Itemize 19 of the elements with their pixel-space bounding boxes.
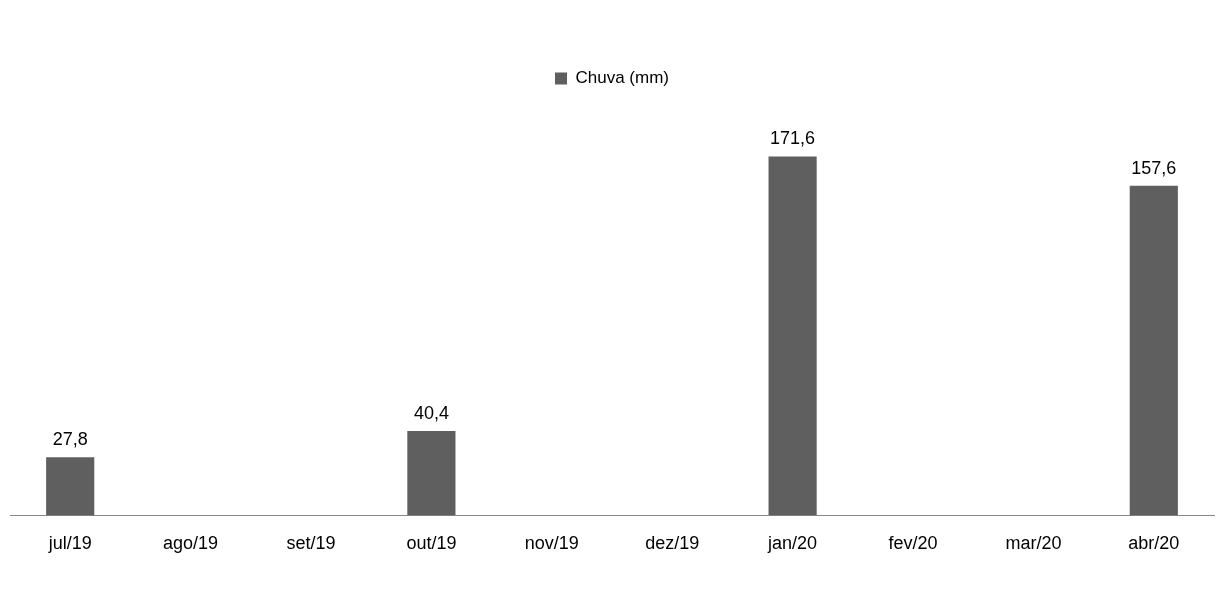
x-tick-label: mar/20 (1005, 533, 1062, 554)
legend-label: Chuva (mm) (575, 68, 670, 88)
x-tick-label: out/19 (406, 533, 457, 554)
x-tick-label: abr/20 (1128, 533, 1180, 554)
x-tick-label: jul/19 (47, 533, 92, 554)
data-label: 171,6 (770, 128, 816, 149)
data-label: 40,4 (413, 402, 449, 423)
bar (1129, 185, 1178, 516)
x-tick-label: fev/20 (888, 533, 938, 554)
x-tick-label: nov/19 (524, 533, 579, 554)
x-tick-label: ago/19 (163, 533, 219, 554)
bar (46, 457, 95, 516)
bar (407, 430, 456, 516)
x-tick-label: jan/20 (767, 533, 818, 554)
bar (768, 156, 817, 516)
x-tick-label: set/19 (286, 533, 336, 554)
data-label: 27,8 (52, 429, 88, 450)
x-tick-label: dez/19 (645, 533, 700, 554)
data-label: 157,6 (1131, 157, 1177, 178)
